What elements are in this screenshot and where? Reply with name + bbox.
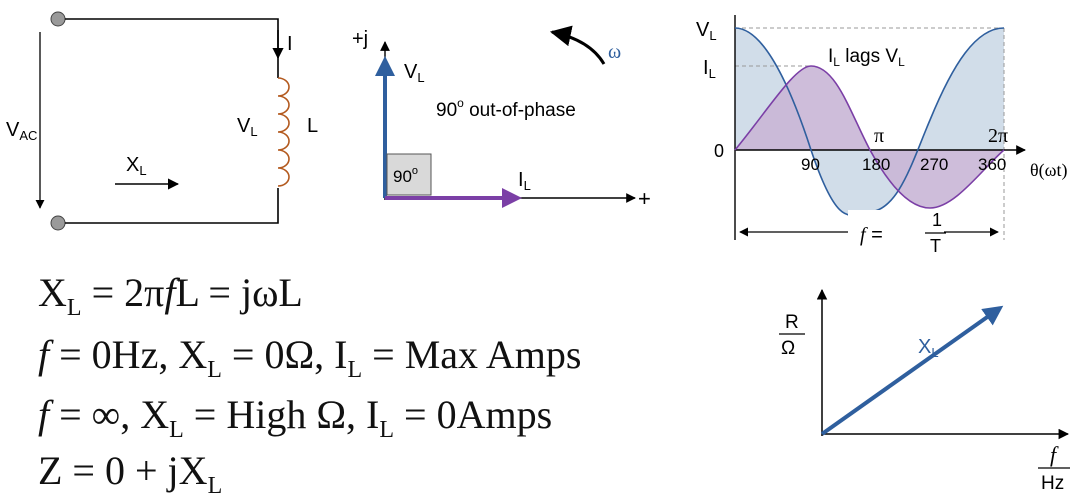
xl-line-label: XL [918,336,939,360]
il-area [735,66,1004,208]
inductor-coil [277,77,290,187]
x-axis-numerator: f [1050,442,1059,467]
vac-label: VAC [6,119,37,143]
equation-3: f = ∞, XL = High Ω, IL = 0Amps [38,392,552,443]
il-phasor-label: IL [518,169,531,193]
zero-label: 0 [714,141,724,161]
pi-label: π [874,125,884,147]
x-axis-denominator: Hz [1041,473,1064,494]
tick-180: 180 [862,155,890,174]
current-label: I [287,33,293,55]
tick-270: 270 [920,155,948,174]
tick-360: 360 [978,155,1006,174]
period-denominator: T [930,236,941,256]
phase-note: 90o out-of-phase [436,96,576,121]
circuit: VAC I VL L XL [6,11,318,231]
theta-axis-label: θ(ωt) [1030,160,1067,181]
lag-note: IL lags VL [828,46,905,69]
y-axis-numerator: R [785,312,799,333]
bottom-terminal [50,215,66,231]
two-pi-label: 2π [988,125,1008,147]
period-label-bg [848,210,944,254]
equations: XL = 2πfL = jωL f = 0Hz, XL = 0Ω, IL = M… [38,270,581,499]
equation-1: XL = 2πfL = jωL [38,270,303,321]
period-formula: f = [860,224,883,246]
vl-phasor-label: VL [404,61,425,85]
vl-label: VL [237,115,258,139]
omega-label: ω [608,41,621,63]
il-peak-label: IL [703,57,716,81]
y-axis-denominator: Ω [781,338,795,359]
period-numerator: 1 [932,210,942,230]
top-wire [65,18,279,78]
tick-90: 90 [801,155,820,174]
equation-4: Z = 0 + jXL [38,448,222,499]
reactance-frequency-graph: R Ω XL f Hz [779,288,1070,494]
angle-label: 90o [393,165,418,186]
rotation-arrow [549,25,606,65]
phasor-diagram: +j + VL IL 90o 90o out-of-phase ω [352,25,651,211]
equation-2: f = 0Hz, XL = 0Ω, IL = Max Amps [38,332,581,383]
xl-label: XL [126,154,147,178]
waveform: VL IL 0 IL lags VL π 2π 90 180 270 360 θ… [696,15,1067,256]
right-angle-box [386,153,432,196]
axis-j-label: +j [352,28,368,50]
il-wave [734,65,1005,209]
bottom-wire [65,188,279,224]
xl-line [820,305,1004,436]
inductor-label: L [307,115,318,137]
axis-plus-label: + [638,186,651,211]
vl-peak-label: VL [696,19,717,43]
top-terminal [50,11,66,27]
